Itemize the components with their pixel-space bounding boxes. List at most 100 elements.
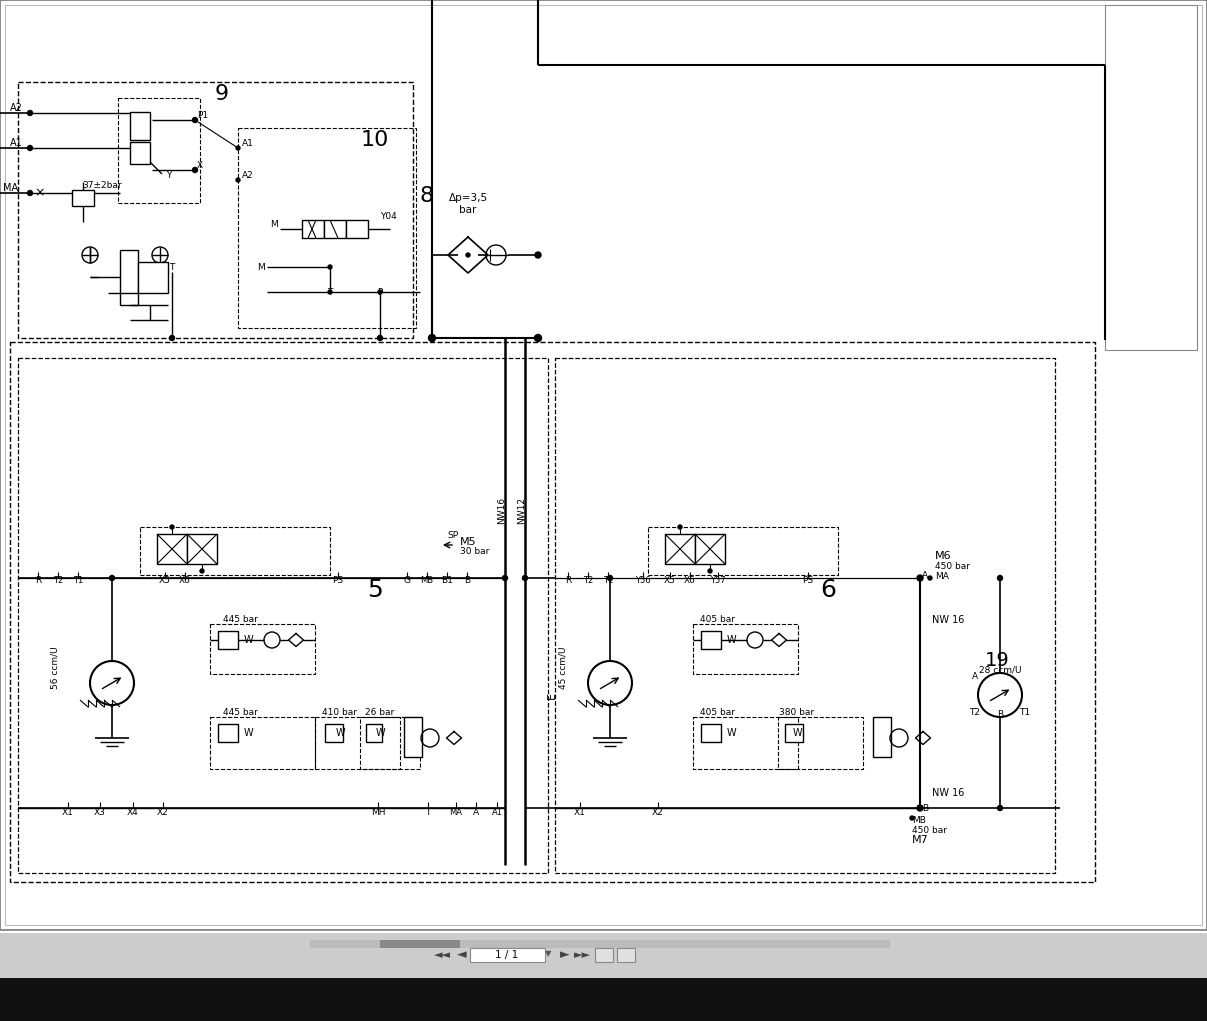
- Text: M7: M7: [912, 835, 928, 845]
- Bar: [785, 724, 803, 742]
- Circle shape: [192, 117, 198, 123]
- Text: NW16: NW16: [497, 496, 507, 524]
- Text: PS: PS: [803, 576, 814, 584]
- Circle shape: [502, 576, 507, 581]
- Text: A1: A1: [10, 138, 23, 148]
- Bar: [470, 949, 546, 962]
- Text: NW 16: NW 16: [932, 615, 964, 625]
- Text: 9: 9: [215, 84, 229, 104]
- Text: W: W: [792, 728, 801, 738]
- Text: T2: T2: [969, 708, 980, 717]
- Text: B1: B1: [441, 576, 453, 584]
- Text: 26 bar: 26 bar: [366, 708, 395, 717]
- Bar: [779, 717, 863, 769]
- Text: MA: MA: [2, 183, 18, 193]
- Text: P: P: [378, 288, 383, 296]
- Bar: [0, 978, 1207, 1021]
- Text: W: W: [243, 635, 252, 645]
- Circle shape: [607, 576, 612, 581]
- Bar: [210, 717, 315, 769]
- Bar: [130, 112, 150, 140]
- Text: X2: X2: [157, 808, 169, 817]
- Text: X: X: [197, 160, 203, 169]
- Text: W: W: [727, 728, 736, 738]
- Text: 450 bar: 450 bar: [912, 826, 947, 834]
- Text: X3: X3: [94, 808, 106, 817]
- Text: A2: A2: [241, 171, 253, 180]
- Circle shape: [28, 146, 33, 150]
- Bar: [1104, 5, 1197, 350]
- Text: X6: X6: [684, 576, 696, 584]
- Bar: [10, 342, 1095, 882]
- Circle shape: [466, 253, 470, 257]
- Bar: [323, 220, 346, 238]
- Text: R: R: [565, 576, 571, 584]
- Bar: [18, 82, 413, 338]
- Text: 30 bar: 30 bar: [460, 546, 489, 555]
- Text: B: B: [997, 710, 1003, 719]
- Text: X5: X5: [664, 576, 676, 584]
- Text: MB: MB: [912, 816, 926, 825]
- Text: MA: MA: [449, 808, 462, 817]
- Bar: [346, 220, 368, 238]
- Circle shape: [917, 575, 923, 581]
- Text: G: G: [403, 576, 410, 584]
- Text: 45 ccm/U: 45 ccm/U: [559, 646, 567, 689]
- Text: MH: MH: [371, 808, 385, 817]
- Circle shape: [428, 335, 436, 341]
- Circle shape: [110, 576, 115, 581]
- Bar: [380, 940, 460, 949]
- Circle shape: [709, 569, 712, 573]
- Text: 405 bar: 405 bar: [700, 708, 735, 717]
- Text: MB: MB: [420, 576, 433, 584]
- Bar: [310, 940, 890, 949]
- Bar: [665, 534, 695, 564]
- Text: ◄◄: ◄◄: [433, 950, 450, 960]
- Text: ◄: ◄: [457, 949, 467, 962]
- Text: 405 bar: 405 bar: [700, 615, 735, 624]
- Text: X1: X1: [62, 808, 74, 817]
- Bar: [18, 358, 548, 873]
- Bar: [695, 534, 725, 564]
- Bar: [157, 534, 187, 564]
- Bar: [595, 949, 613, 962]
- Circle shape: [328, 290, 332, 294]
- Circle shape: [170, 525, 174, 529]
- Text: T1: T1: [602, 576, 613, 584]
- Text: Y57: Y57: [710, 576, 725, 584]
- Text: NW12: NW12: [518, 496, 526, 524]
- Circle shape: [328, 265, 332, 269]
- Text: R: R: [35, 576, 41, 584]
- Text: 1 / 1: 1 / 1: [495, 950, 519, 960]
- Text: A: A: [473, 808, 479, 817]
- Text: A: A: [922, 571, 928, 580]
- Text: T1: T1: [72, 576, 83, 584]
- Circle shape: [28, 110, 33, 115]
- Bar: [617, 949, 635, 962]
- Bar: [555, 358, 1055, 873]
- Circle shape: [28, 191, 33, 195]
- Text: W: W: [243, 728, 252, 738]
- Text: T1: T1: [1020, 708, 1031, 717]
- Text: W: W: [375, 728, 385, 738]
- Text: ►►: ►►: [573, 950, 590, 960]
- Text: SP: SP: [447, 531, 459, 539]
- Bar: [701, 631, 721, 649]
- Circle shape: [910, 816, 914, 820]
- Circle shape: [535, 335, 542, 341]
- Text: X4: X4: [127, 808, 139, 817]
- Text: 445 bar: 445 bar: [222, 615, 257, 624]
- Bar: [218, 631, 238, 649]
- Circle shape: [917, 805, 923, 811]
- Bar: [366, 724, 381, 742]
- Text: Y04: Y04: [380, 211, 397, 221]
- Text: 5: 5: [367, 578, 383, 602]
- Circle shape: [237, 178, 240, 182]
- Bar: [315, 717, 400, 769]
- Text: 37±2bar: 37±2bar: [82, 182, 122, 191]
- Text: Δp=3,5
bar: Δp=3,5 bar: [449, 193, 488, 214]
- Bar: [701, 724, 721, 742]
- Text: M5: M5: [460, 537, 477, 547]
- Text: T: T: [327, 288, 333, 296]
- Text: 8: 8: [420, 186, 435, 206]
